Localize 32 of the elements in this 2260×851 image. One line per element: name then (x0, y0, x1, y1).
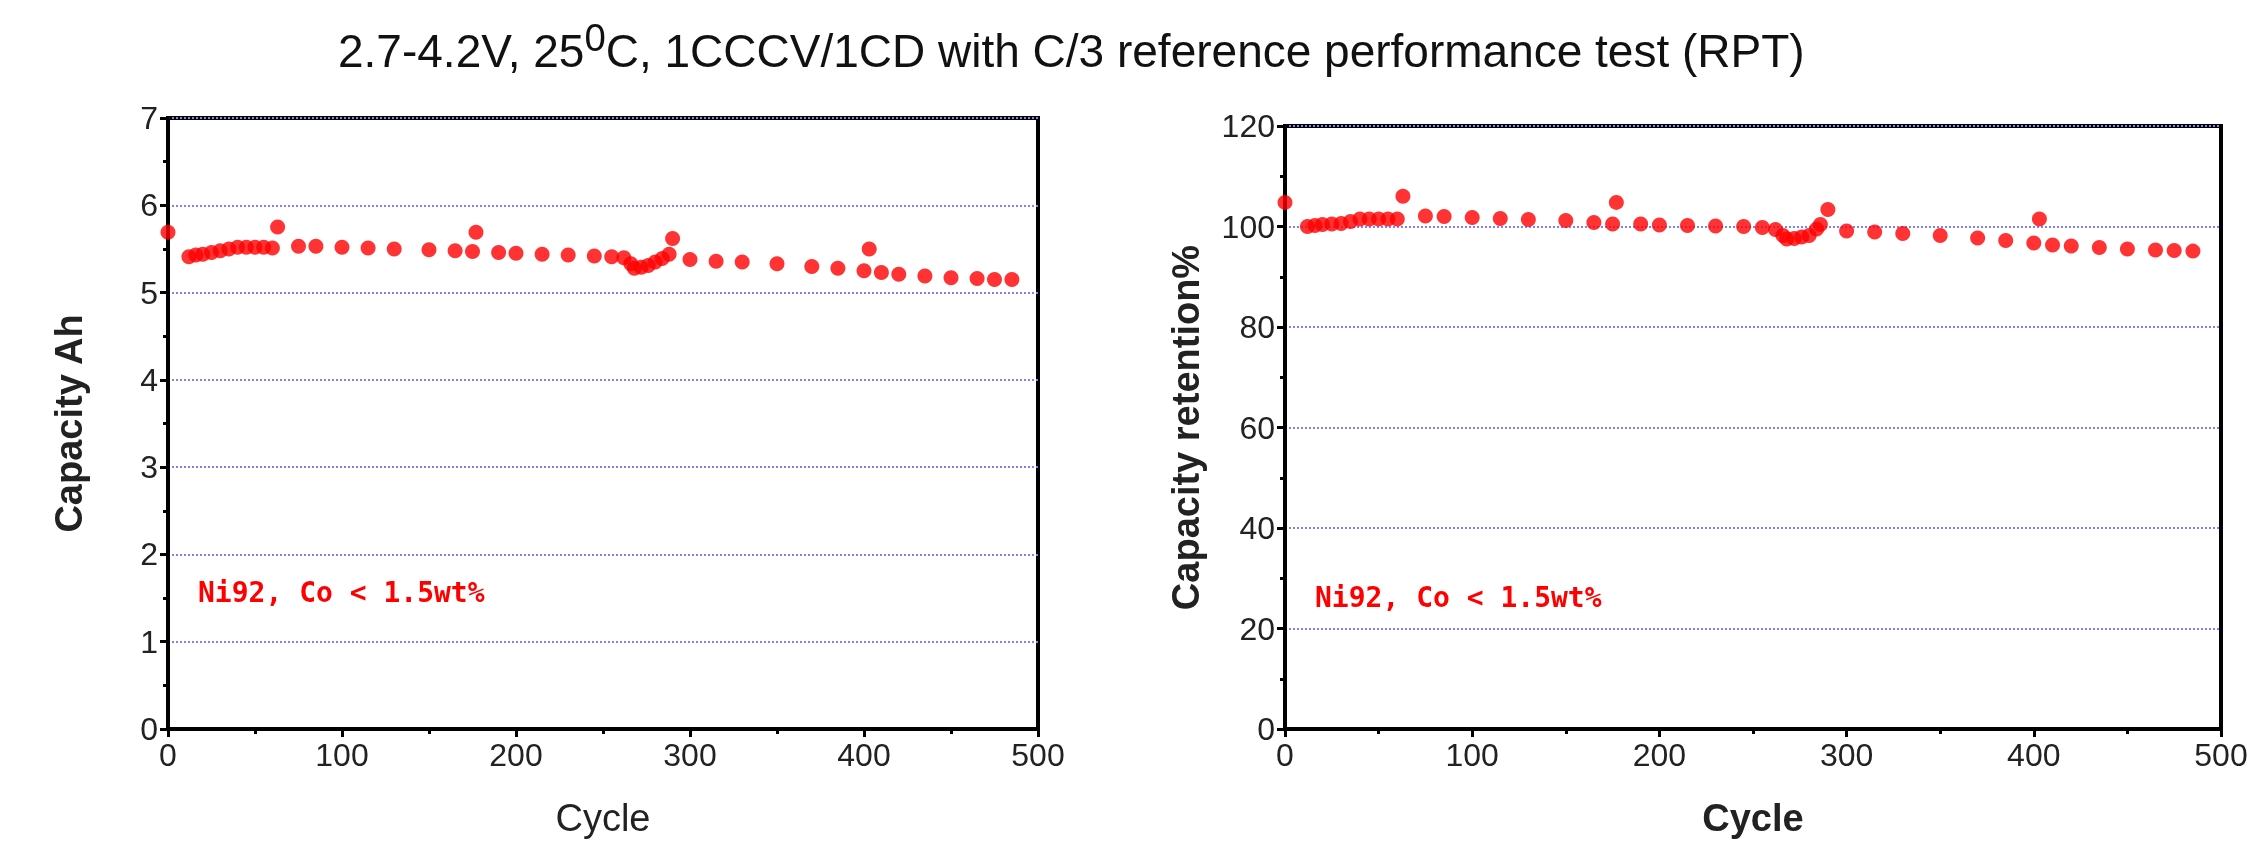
chart-title: 2.7-4.2V, 25$^{0}$C, 1CCCV/1CD with C/3 reference performance test (RPT) (337, 16, 1806, 79)
x-tick-label: 500 (1011, 737, 1065, 773)
y-tick-label: 0 (1257, 711, 1275, 747)
y-tick-label: 6 (140, 187, 158, 224)
y-tick-label: 1 (140, 623, 158, 660)
y-tick-label: 20 (1239, 610, 1275, 647)
x-tick-label: 200 (1632, 737, 1687, 773)
annotation: Ni92, Co < 1.5wt% (1315, 580, 1602, 614)
x-tick-label: 300 (1819, 737, 1874, 773)
x-tick-label: 400 (837, 737, 891, 773)
x-axis-title: Cycle (1702, 797, 1804, 839)
y-tick-label: 80 (1239, 309, 1275, 345)
x-tick-label: 100 (1445, 737, 1499, 773)
y-axis-title: Capacity Ah (48, 314, 90, 533)
x-tick-label: 200 (489, 737, 543, 773)
y-tick-label: 5 (140, 274, 158, 311)
y-tick-label: 120 (1221, 108, 1275, 144)
y-tick-label: 3 (140, 449, 158, 486)
annotation: Ni92, Co < 1.5wt% (198, 575, 485, 609)
y-axis-title: Capacity retention% (1165, 244, 1207, 611)
y-tick-label: 4 (140, 361, 158, 398)
y-tick-label: 100 (1221, 208, 1275, 245)
y-tick-label: 2 (140, 536, 158, 573)
x-axis-title: Cycle (555, 797, 651, 839)
x-tick-label: 100 (315, 737, 369, 773)
y-tick-label: 7 (140, 100, 158, 136)
y-tick-label: 60 (1239, 409, 1275, 446)
y-tick-label: 40 (1239, 510, 1275, 546)
x-tick-label: 400 (2007, 737, 2061, 773)
y-tick-label: 0 (140, 711, 158, 747)
x-tick-label: 500 (2194, 737, 2248, 773)
x-tick-label: 300 (663, 737, 717, 773)
